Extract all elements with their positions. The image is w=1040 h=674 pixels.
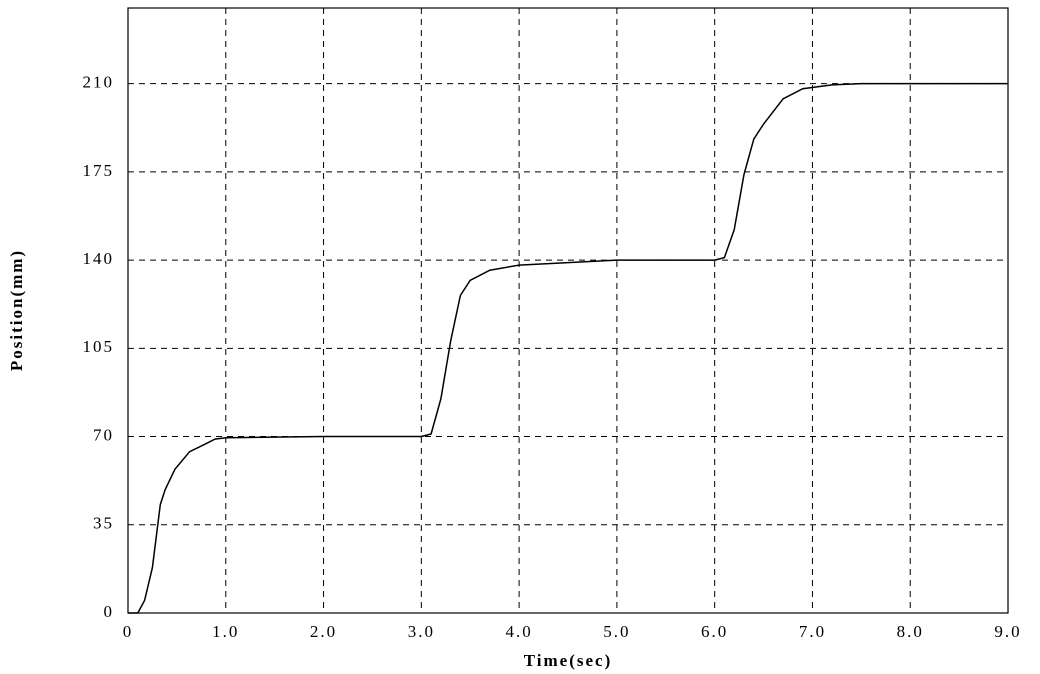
x-tick-label: 4.0 [505, 622, 532, 641]
x-tick-label: 5.0 [603, 622, 630, 641]
x-tick-label: 3.0 [408, 622, 435, 641]
x-tick-label: 8.0 [897, 622, 924, 641]
x-tick-label: 2.0 [310, 622, 337, 641]
x-tick-label: 6.0 [701, 622, 728, 641]
y-tick-label: 105 [83, 337, 115, 356]
x-tick-label: 0 [123, 622, 134, 641]
y-tick-label: 210 [83, 73, 115, 92]
x-tick-label: 1.0 [212, 622, 239, 641]
x-tick-label: 9.0 [994, 622, 1021, 641]
plot-frame [127, 7, 1009, 614]
y-tick-label: 140 [83, 249, 115, 268]
y-tick-label: 0 [104, 602, 115, 621]
y-tick-label: 35 [93, 514, 114, 533]
y-tick-label: 70 [93, 425, 114, 444]
data-line [128, 82, 1008, 614]
y-tick-label: 175 [83, 161, 115, 180]
y-axis-label: Position(mm) [7, 249, 26, 371]
x-axis-label: Time(sec) [524, 651, 613, 670]
x-tick-label: 7.0 [799, 622, 826, 641]
